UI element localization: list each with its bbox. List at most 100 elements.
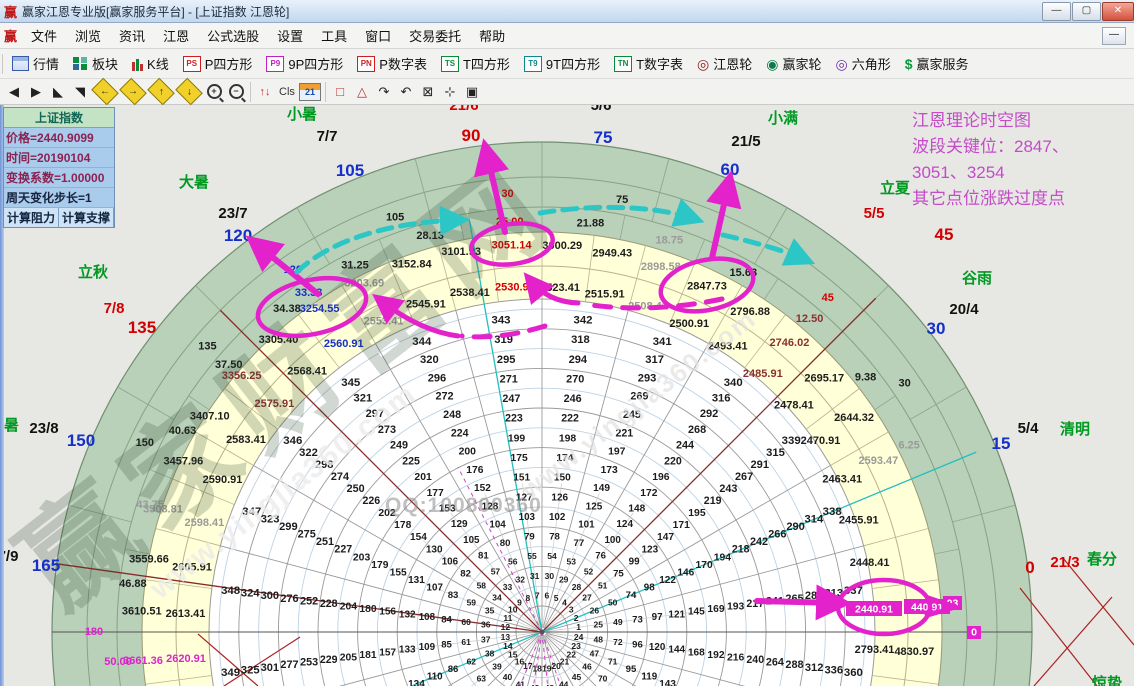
info-row: 变换系数=1.00000	[4, 168, 114, 188]
menu-item-资讯[interactable]: 资讯	[119, 29, 146, 44]
toolbar-button-T数字表[interactable]: TN T数字表	[607, 52, 690, 75]
menu-item-文件[interactable]: 文件	[31, 29, 58, 44]
rect-tool[interactable]: □	[336, 84, 344, 99]
menu-item-工具[interactable]: 工具	[321, 29, 348, 44]
kline-icon	[132, 57, 144, 71]
zoom-out[interactable]: −	[226, 82, 246, 102]
menu-logo-icon: 赢	[4, 29, 18, 44]
zoom-out-glass: −	[228, 84, 244, 99]
toolbar-separator	[2, 53, 3, 74]
child-minimize-button[interactable]: —	[1102, 27, 1126, 45]
toolbar-button-T四方形[interactable]: TS T四方形	[434, 52, 517, 75]
menu-item-浏览[interactable]: 浏览	[75, 29, 102, 44]
toolbar-button-K线[interactable]: K线	[125, 52, 176, 75]
diamond-up[interactable]: ↑	[147, 77, 175, 106]
back-arrow[interactable]: ◀	[9, 83, 19, 99]
menu-bar: 赢 文件 浏览 资讯 江恩 公式选股 设置 工具 窗口 交易委托 帮助 —	[0, 23, 1134, 49]
annotation-line: 江恩理论时空图	[912, 111, 1031, 130]
mark-prev[interactable]: ◣	[53, 83, 63, 99]
toolbar-label: 江恩轮	[713, 57, 753, 72]
app-logo-icon: 赢	[4, 4, 18, 20]
toolbar-label: 9T四方形	[545, 57, 601, 72]
info-panel: 上证指数 价格=2440.9099 时间=20190104 变换系数=1.00000…	[3, 107, 115, 228]
annotation-line: 3051、3254	[912, 163, 1005, 182]
t-table-icon: TN	[614, 55, 633, 72]
info-row: 周天变化步长=1	[4, 188, 114, 208]
button-计算支撑[interactable]: 计算支撑	[59, 208, 114, 227]
updown-tool[interactable]: ↑↓	[259, 85, 271, 98]
toolbar-label: 赢家轮	[782, 57, 822, 72]
info-row: 时间=20190104	[4, 148, 114, 168]
gann-wheel-icon: ◎	[697, 55, 710, 72]
forward-arrow[interactable]: ▶	[31, 83, 41, 99]
expand-tool[interactable]: ⊠	[422, 83, 434, 99]
toolbar-label: T四方形	[462, 57, 510, 72]
p-square-icon: PS	[182, 55, 201, 72]
cls-tool[interactable]: Cls	[279, 85, 295, 98]
9p-square-icon: P9	[266, 55, 285, 72]
toolbar-button-赢家服务[interactable]: $ 赢家服务	[898, 52, 976, 75]
p-table-icon: PN	[357, 55, 376, 72]
menu-item-公式选股[interactable]: 公式选股	[207, 29, 260, 44]
menu-item-交易委托[interactable]: 交易委托	[409, 29, 462, 44]
toolbar-button-P四方形[interactable]: PS P四方形	[176, 52, 260, 75]
sectors-icon	[73, 56, 88, 71]
main-toolbar: 行情 板块 K线 PS P四方形 P9 9P四方形 PN P数字表 TS T四方形 T9 9T四方形 TN…	[0, 49, 1134, 79]
toolbar-label: P数字表	[379, 57, 427, 72]
drawbar-separator	[325, 81, 326, 102]
title-bar: 赢 赢家江恩专业版[赢家服务平台] - [上证指数 江恩轮] — ▢ ✕	[0, 0, 1134, 23]
rotate-ccw-tool[interactable]: ↶	[400, 83, 412, 99]
diamond-down[interactable]: ↓	[175, 77, 203, 106]
toolbar-button-行情[interactable]: 行情	[5, 52, 66, 75]
hexagon-icon: ◎	[835, 55, 848, 72]
info-row: 价格=2440.9099	[4, 128, 114, 148]
mark-next[interactable]: ◥	[75, 83, 85, 99]
toolbar-label: K线	[147, 57, 169, 72]
drawbar-separator	[250, 81, 251, 102]
9t-square-icon: T9	[523, 55, 542, 72]
menu-item-窗口[interactable]: 窗口	[365, 29, 392, 44]
menu-item-帮助[interactable]: 帮助	[479, 29, 506, 44]
toolbar-label: P四方形	[204, 57, 253, 72]
toolbar-button-江恩轮[interactable]: ◎ 江恩轮	[690, 52, 759, 75]
toolbar-button-P数字表[interactable]: PN P数字表	[350, 52, 434, 75]
rotate-cw-tool[interactable]: ↷	[378, 83, 390, 99]
calendar-tool[interactable]: 21	[299, 82, 321, 101]
diamond-left[interactable]: ←	[91, 77, 119, 106]
toolbar-label: 9P四方形	[288, 57, 344, 72]
toolbar-label: 行情	[33, 57, 60, 72]
left-frame-border	[0, 105, 4, 686]
toolbar-label: 赢家服务	[916, 57, 969, 72]
shrink-tool[interactable]: ⊹	[444, 83, 456, 99]
toolbar-button-六角形[interactable]: ◎ 六角形	[829, 52, 898, 75]
screen-tool[interactable]: ▣	[465, 83, 479, 99]
zoom-in-glass: +	[206, 84, 222, 99]
toolbar-label: T数字表	[636, 57, 684, 72]
minimize-button[interactable]: —	[1042, 2, 1071, 21]
maximize-button[interactable]: ▢	[1072, 2, 1101, 21]
window-controls: — ▢ ✕	[1041, 2, 1134, 21]
winner-wheel-icon: ◉	[766, 55, 779, 72]
service-dollar-icon: $	[904, 55, 913, 72]
drawing-toolbar: ◀ ▶ ◣ ◥ ← → ↑ ↓ + − ↑↓ Cls 21 □ △ ↷ ↶ ⊠ ⊹ ▣	[0, 77, 1134, 106]
zoom-in[interactable]: +	[204, 82, 224, 102]
window-title: 赢家江恩专业版[赢家服务平台] - [上证指数 江恩轮]	[22, 4, 290, 19]
toolbar-button-9P四方形[interactable]: P9 9P四方形	[259, 52, 350, 75]
triangle-tool[interactable]: △	[357, 83, 367, 99]
t-square-icon: TS	[440, 55, 459, 72]
quotes-grid-icon	[12, 56, 29, 71]
menu-item-设置[interactable]: 设置	[277, 29, 304, 44]
annotation-line: 波段关键位：2847、	[912, 137, 1069, 156]
button-计算阻力[interactable]: 计算阻力	[4, 208, 59, 227]
toolbar-button-板块[interactable]: 板块	[66, 52, 125, 75]
close-button[interactable]: ✕	[1102, 2, 1134, 21]
toolbar-label: 六角形	[851, 57, 891, 72]
toolbar-button-9T四方形[interactable]: T9 9T四方形	[517, 52, 607, 75]
annotation-line: 其它点位涨跌过度点	[912, 189, 1065, 208]
diamond-right[interactable]: →	[119, 77, 147, 106]
menu-items: 文件 浏览 资讯 江恩 公式选股 设置 工具 窗口 交易委托 帮助	[22, 23, 514, 48]
menu-item-江恩[interactable]: 江恩	[163, 29, 190, 44]
toolbar-button-赢家轮[interactable]: ◉ 赢家轮	[759, 52, 828, 75]
instrument-title: 上证指数	[4, 108, 114, 128]
